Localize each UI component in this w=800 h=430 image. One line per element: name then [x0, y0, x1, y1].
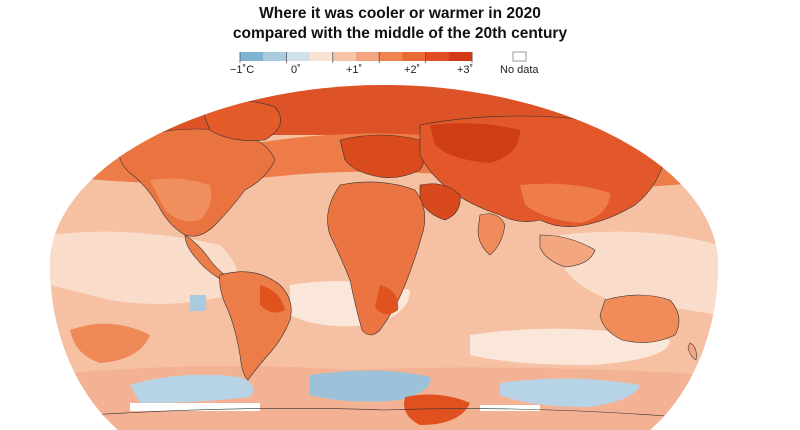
no-data-strip-2 [480, 405, 540, 411]
siberia-hot-region [430, 123, 520, 163]
map-title-line-1: Where it was cooler or warmer in 2020 [259, 5, 541, 22]
antarctic-cold-patch [310, 370, 431, 402]
west-pacific-neutral [560, 231, 718, 315]
antarctica-coastline [89, 408, 681, 418]
scale-swatch [402, 52, 427, 61]
map-title-line-2: compared with the middle of the 20th cen… [232, 25, 568, 42]
scale-swatch [263, 52, 287, 61]
east-asia-region [520, 183, 610, 223]
legend-no-data-label: No data [500, 64, 539, 76]
scale-swatch [309, 52, 334, 61]
europe [339, 134, 426, 178]
india [477, 213, 506, 256]
south-africa-hot-region [375, 285, 399, 315]
scale-swatch [240, 52, 264, 61]
legend-label-0: 0˚ [291, 64, 301, 76]
temperature-legend: −1˚C 0˚ +1˚ +2˚ +3˚ No data [228, 50, 548, 80]
middle-east [419, 183, 461, 221]
africa [327, 181, 426, 336]
legend-label-plus-2: +2˚ [404, 64, 421, 76]
world-map-svg [50, 85, 718, 430]
amazon-hot-region [260, 285, 285, 313]
australia [599, 294, 680, 343]
color-scale-bar [239, 51, 527, 63]
map-title: Where it was cooler or warmer in 2020 co… [0, 4, 800, 44]
scale-swatch [448, 52, 473, 61]
legend-label-minus-1: −1˚C [230, 64, 255, 76]
scale-swatch [356, 52, 380, 61]
legend-label-plus-1: +1˚ [346, 64, 363, 76]
no-data-swatch [512, 51, 527, 62]
legend-label-plus-3: +3˚ [457, 64, 474, 76]
scale-swatch [332, 52, 357, 61]
southern-cold-patch-2 [500, 378, 640, 407]
scale-swatch [425, 52, 450, 61]
world-temperature-map [50, 85, 718, 430]
scale-swatch [379, 52, 403, 61]
southeast-asia [539, 234, 596, 268]
southern-cold-patch-1 [130, 374, 254, 403]
usa-region [150, 178, 212, 222]
no-data-strip-1 [130, 403, 260, 411]
arctic-band [50, 85, 718, 135]
pacific-warm-patch [70, 323, 150, 363]
new-zealand [687, 342, 697, 361]
antarctic-hot-patch [404, 394, 470, 425]
scale-swatch [286, 52, 311, 61]
cold-pixel [190, 295, 206, 311]
